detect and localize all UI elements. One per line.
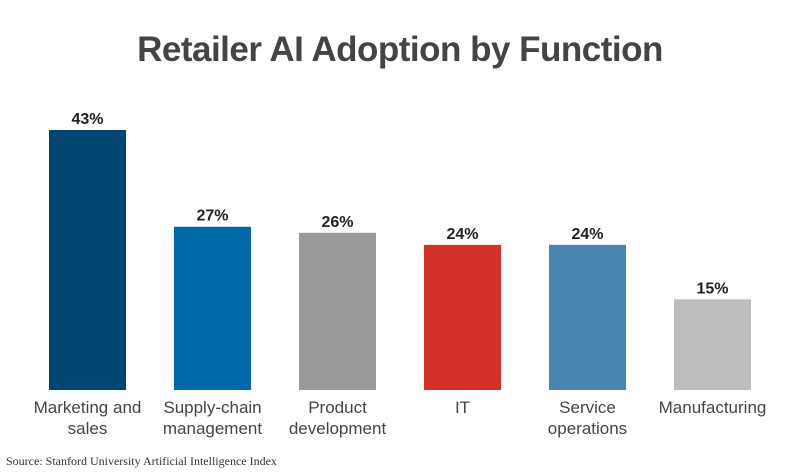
bar — [674, 299, 751, 390]
category-label: sales — [68, 419, 108, 438]
bar — [424, 244, 501, 390]
value-label: 24% — [571, 226, 603, 243]
category-label: Supply-chain — [163, 398, 261, 417]
category-label: management — [163, 419, 263, 438]
category-label: IT — [455, 398, 470, 417]
category-label: operations — [548, 419, 627, 438]
value-label: 27% — [196, 208, 228, 225]
bar — [549, 244, 626, 390]
category-label: Marketing and — [34, 398, 142, 417]
chart-title: Retailer AI Adoption by Function — [137, 30, 663, 69]
bar — [174, 226, 251, 390]
bar — [299, 232, 376, 390]
category-label: Service — [559, 398, 616, 417]
value-label: 43% — [71, 111, 103, 128]
source-note: Source: Stanford University Artificial I… — [6, 454, 277, 468]
value-label: 26% — [321, 214, 353, 231]
category-label: development — [289, 419, 387, 438]
category-label: Product — [308, 398, 367, 417]
value-label: 15% — [696, 280, 728, 297]
category-label: Manufacturing — [659, 398, 767, 417]
bar — [49, 130, 126, 390]
value-label: 24% — [446, 226, 478, 243]
